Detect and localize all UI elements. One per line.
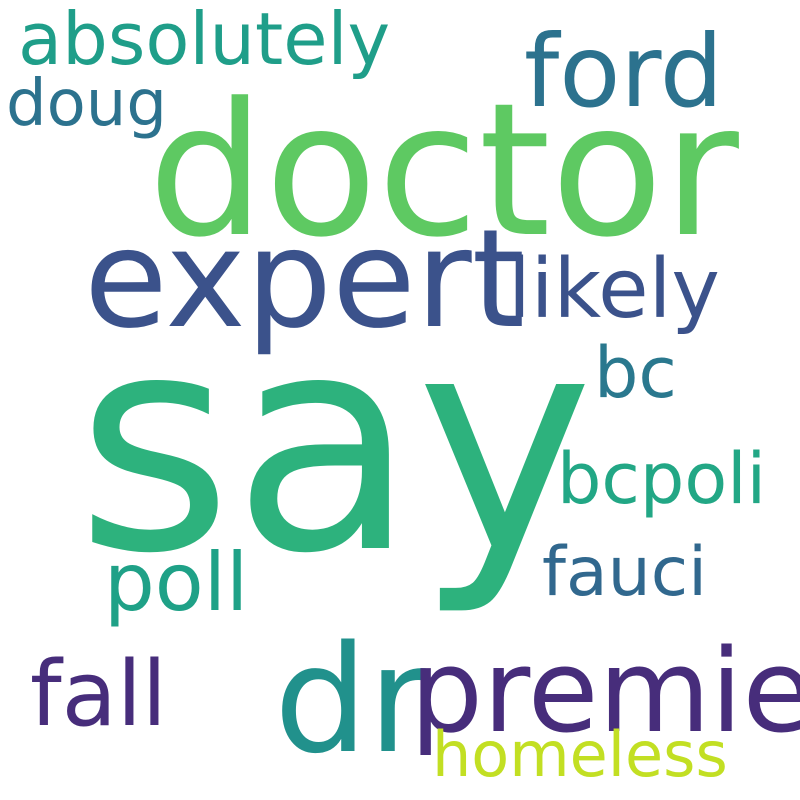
word-doug: doug (6, 67, 167, 141)
word-premier: premier (410, 625, 800, 759)
word-homeless: homeless (432, 718, 728, 791)
word-absolutely: absolutely (18, 0, 391, 81)
word-dr: dr (274, 614, 429, 786)
word-fall: fall (30, 642, 167, 747)
word-say: say (76, 270, 594, 619)
word-bc: bc (594, 332, 677, 414)
word-poll: poll (104, 536, 249, 629)
word-bcpoli: bcpoli (557, 438, 767, 520)
word-ford: ford (524, 13, 724, 130)
word-likely: likely (508, 242, 720, 337)
word-expert: expert (84, 201, 526, 359)
word-doctor: doctor (148, 64, 739, 278)
word-fauci: fauci (542, 533, 707, 612)
